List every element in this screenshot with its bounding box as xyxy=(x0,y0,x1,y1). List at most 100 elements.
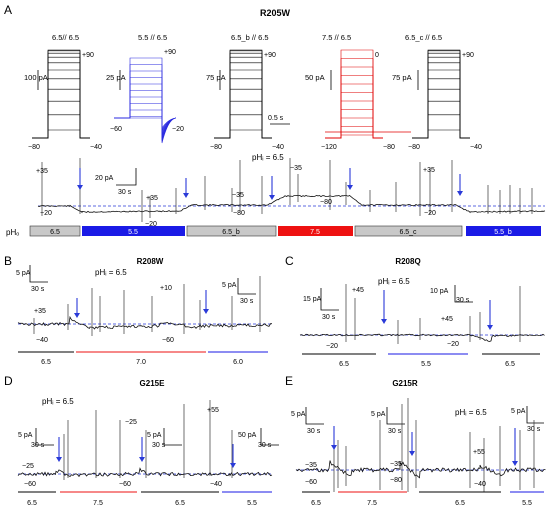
family-sweep xyxy=(32,88,90,139)
panel-d-title: G215E xyxy=(140,379,166,388)
panel-e: E G215R pHᵢ = 6.5 5 pA 30 s 5 pA 30 s 5 … xyxy=(285,374,546,507)
blue-arrow-head xyxy=(77,185,83,190)
family-scale: 100 pA xyxy=(24,73,48,82)
family-sweep xyxy=(325,66,383,139)
family-sweep xyxy=(32,49,90,139)
trace-scale-bar: 20 pA 30 s xyxy=(95,168,137,196)
family-sweep xyxy=(32,50,90,139)
family-vtop: +90 xyxy=(462,52,474,59)
cond-bar-1 xyxy=(29,225,81,237)
blue-arrow-head xyxy=(347,185,353,190)
family-scale: 75 pA xyxy=(392,73,412,82)
cond-bar-6 xyxy=(466,226,541,236)
family-sweep xyxy=(114,57,177,129)
trace-d-line xyxy=(17,467,273,478)
panel-e-v-e: +55 xyxy=(473,449,485,456)
family-vtop: +90 xyxy=(264,52,276,59)
panel-d-v-e: +55 xyxy=(207,407,219,414)
trace-c-line xyxy=(299,333,545,342)
cond-label-6: 5.5_b xyxy=(494,229,512,236)
panel-c-scale-2: 10 pA 30 s xyxy=(430,285,473,304)
panel-c-letter: C xyxy=(285,254,294,268)
trace-v-5: −35 xyxy=(232,192,244,199)
panel-e-v-f: −40 xyxy=(474,481,486,488)
family-sweep xyxy=(214,49,272,139)
trace-d-arrows xyxy=(56,437,236,468)
current-families: 6.5// 6.5 100 pA +90 −80 −40 5.5 // 6.5 25 pA +… xyxy=(24,33,482,151)
family-sweep xyxy=(412,52,470,139)
panel-e-scale1-y: 5 pA xyxy=(291,411,306,418)
family-v1: −120 xyxy=(321,144,337,151)
panel-d-v-d: −60 xyxy=(119,481,131,488)
panel-e-letter: E xyxy=(285,374,293,388)
cond-label-1: 6.5 xyxy=(50,229,60,236)
family-v1: −80 xyxy=(28,144,40,151)
panel-c-v-d: −20 xyxy=(447,341,459,348)
family-v2: −80 xyxy=(383,144,395,151)
family-time: 0.5 s xyxy=(268,115,284,122)
panel-e-v-b: −60 xyxy=(305,479,317,486)
family-sweep xyxy=(412,50,470,139)
family-sweep xyxy=(325,134,383,139)
trace-e-line xyxy=(295,460,546,479)
panel-e-v-a: −35 xyxy=(305,462,317,469)
panel-d-scale2-x: 30 s xyxy=(152,442,166,449)
panel-e-scale2-y: 5 pA xyxy=(371,411,386,418)
trace-v-9: +35 xyxy=(423,167,435,174)
trace-v-7: −35 xyxy=(290,165,302,172)
family-sweep xyxy=(325,49,383,139)
trace-e-spikes xyxy=(333,398,535,492)
pho-label: pHₒ xyxy=(6,228,19,237)
family-sweep xyxy=(214,129,272,139)
panel-e-v-c: −35 xyxy=(390,461,402,468)
family-v1: −60 xyxy=(110,126,122,133)
cond-label-3: 6.5_b xyxy=(222,229,240,236)
panel-d-scale2-y: 5 pA xyxy=(147,432,162,439)
panel-c-v-a: +45 xyxy=(352,287,364,294)
panel-b-scale-2: 5 pA 30 s xyxy=(222,278,256,305)
trace-v-6: −80 xyxy=(233,210,245,217)
panel-b: B R208W pHᵢ = 6.5 5 pA 30 s 5 pA 30 s +3… xyxy=(4,254,272,366)
panel-a-letter: A xyxy=(4,3,12,17)
family-vtop: 0 xyxy=(375,52,379,59)
panel-c-phi: pHᵢ = 6.5 xyxy=(378,277,410,286)
trace-a-arrows xyxy=(77,168,463,200)
family-sweep xyxy=(114,117,177,144)
family-sweep xyxy=(412,49,470,139)
family-sweep xyxy=(325,109,383,139)
panel-e-scale1-x: 30 s xyxy=(307,428,321,435)
panel-e-v-d: −80 xyxy=(390,477,402,484)
panel-b-scale1-x: 30 s xyxy=(31,286,45,293)
trace-v-3: +35 xyxy=(146,195,158,202)
blue-arrow-head xyxy=(331,445,337,450)
family-sweep xyxy=(214,50,272,139)
family-sweep xyxy=(114,77,177,133)
panel-a: A R205W 6.5// 6.5 100 pA +90 −80 −40 5.5 // 6… xyxy=(4,3,546,237)
family-3: 6.5_b // 6.5 75 pA +90 −80 −40 0.5 s xyxy=(206,33,290,151)
family-sweep xyxy=(214,78,272,139)
family-v1: −80 xyxy=(210,144,222,151)
family-vtop: +90 xyxy=(82,52,94,59)
panel-b-ph-2: 7.0 xyxy=(136,359,146,366)
panel-d-ph-2: 7.5 xyxy=(93,500,103,507)
panel-e-scale-2: 5 pA 30 s xyxy=(371,407,405,435)
trace-scale-y: 20 pA xyxy=(95,175,114,182)
panel-c-scale1-x: 30 s xyxy=(322,314,336,321)
panel-e-scale-3: 5 pA 30 s xyxy=(511,406,544,433)
panel-d-v-b: −60 xyxy=(24,481,36,488)
panel-b-scale2-x: 30 s xyxy=(240,298,254,305)
family-label: 6.5_c // 6.5 xyxy=(405,33,442,42)
family-vtop: +90 xyxy=(164,49,176,56)
family-label: 5.5 // 6.5 xyxy=(138,33,167,42)
family-scale: 75 pA xyxy=(206,73,226,82)
blue-arrow-head xyxy=(230,463,236,468)
blue-arrow-head xyxy=(203,309,209,314)
family-sweep xyxy=(214,88,272,139)
panel-b-ph-1: 6.5 xyxy=(41,359,51,366)
blue-arrow-head xyxy=(457,191,463,196)
family-sweep xyxy=(325,100,383,139)
trace-scale-x: 30 s xyxy=(118,189,132,196)
trace-v-2: −20 xyxy=(40,210,52,217)
panel-b-v-b: −40 xyxy=(36,337,48,344)
